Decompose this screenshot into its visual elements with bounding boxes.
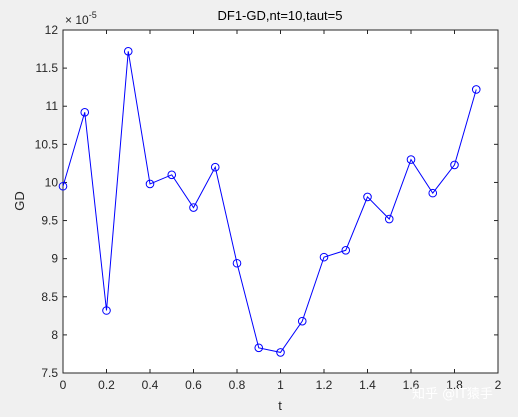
x-tick-label: 0 (60, 378, 67, 392)
x-tick-label: 0.2 (98, 378, 115, 392)
y-tick-label: 12 (45, 23, 59, 37)
y-tick-label: 10.5 (35, 137, 59, 151)
y-tick-label: 10 (45, 175, 59, 189)
x-tick-label: 1 (277, 378, 284, 392)
y-tick-label: 7.5 (41, 366, 58, 380)
x-tick-label: 1.4 (359, 378, 376, 392)
y-tick-label: 9.5 (41, 214, 58, 228)
chart-title: DF1-GD,nt=10,taut=5 (217, 8, 342, 23)
y-tick-label: 11.5 (36, 61, 59, 75)
y-exponent-label: × 10-5 (65, 10, 97, 27)
y-tick-label: 8.5 (41, 290, 58, 304)
x-tick-label: 0.6 (185, 378, 202, 392)
y-tick-label: 11 (46, 99, 59, 113)
x-tick-label: 0.8 (229, 378, 246, 392)
plot-area (63, 30, 498, 373)
x-tick-label: 2 (495, 378, 502, 392)
y-axis-label: GD (12, 191, 27, 211)
y-tick-label: 8 (51, 328, 58, 342)
y-tick-label: 9 (51, 252, 58, 266)
x-tick-label: 1.2 (316, 378, 333, 392)
x-axis-label: t (278, 398, 282, 413)
watermark: 知乎 @IT猿手 (412, 386, 493, 402)
x-tick-label: 0.4 (142, 378, 159, 392)
